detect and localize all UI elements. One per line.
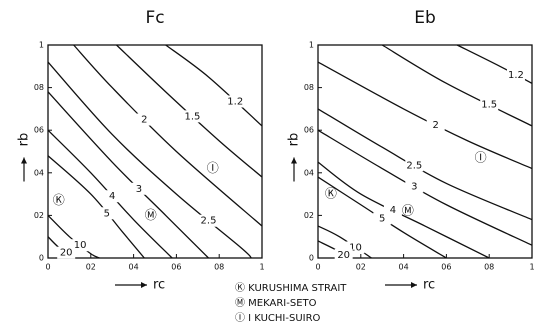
x-arrowhead bbox=[141, 282, 147, 288]
y-tick-label: 1 bbox=[39, 41, 44, 50]
contour-label-bg bbox=[373, 212, 392, 225]
contour-label: 3 bbox=[136, 184, 142, 195]
y-tick-label: 04 bbox=[304, 168, 314, 177]
contour-label-bg bbox=[135, 113, 154, 126]
plot-frame bbox=[317, 44, 533, 259]
contour-label-bg bbox=[97, 207, 116, 220]
contour-label: 2 bbox=[433, 120, 439, 131]
y-tick-label: 06 bbox=[304, 126, 314, 135]
x-tick-label: 06 bbox=[441, 263, 451, 272]
contour-label-bg bbox=[480, 98, 499, 111]
contour-label: 1.5 bbox=[184, 111, 200, 122]
contour-label: 3 bbox=[411, 182, 417, 193]
contour-line bbox=[73, 44, 263, 227]
x-tick-label: 0 bbox=[315, 263, 320, 272]
legend-entry: Ⓚ KURUSHIMA STRAIT bbox=[235, 282, 347, 294]
contour-label-bg bbox=[103, 190, 122, 203]
x-tick-label: 08 bbox=[484, 263, 494, 272]
x-tick-label: 1 bbox=[259, 263, 264, 272]
site-marker: Ⓚ bbox=[325, 187, 337, 201]
x-tick-label: 06 bbox=[171, 263, 181, 272]
x-tick-label: 02 bbox=[356, 263, 366, 272]
y-arrowhead bbox=[21, 157, 27, 164]
contour-label: 2.5 bbox=[406, 160, 422, 171]
legend-entry: Ⓜ MEKARI-SETO bbox=[235, 297, 317, 309]
y-arrowhead bbox=[291, 157, 297, 164]
contour-label-bg bbox=[71, 239, 90, 252]
legend-entry: Ⓘ I KUCHI-SUIRO bbox=[235, 312, 321, 324]
x-axis-label: rc bbox=[153, 278, 165, 293]
contour-line bbox=[317, 61, 533, 170]
y-tick-label: 02 bbox=[304, 211, 314, 220]
contour-label: 20 bbox=[337, 250, 350, 261]
contour-line bbox=[381, 44, 533, 127]
contour-label-bg bbox=[405, 180, 424, 193]
contour-label-bg bbox=[405, 159, 424, 172]
contour-line bbox=[456, 44, 533, 84]
contour-label: 1.2 bbox=[508, 70, 524, 81]
contour-line bbox=[317, 108, 533, 221]
x-tick-label: 08 bbox=[214, 263, 224, 272]
x-tick-label: 0 bbox=[45, 263, 50, 272]
contour-line bbox=[47, 61, 252, 259]
contour-label-bg bbox=[199, 214, 218, 227]
y-axis-label: rb bbox=[17, 133, 32, 147]
contour-label: 2 bbox=[141, 115, 147, 126]
contour-label: 20 bbox=[60, 248, 73, 259]
y-tick-label: 04 bbox=[34, 168, 44, 177]
site-marker: Ⓜ bbox=[145, 208, 157, 222]
contour-label: 10 bbox=[349, 242, 362, 253]
contour-label: 5 bbox=[104, 208, 110, 219]
y-tick-label: 1 bbox=[309, 41, 314, 50]
contour-label: 4 bbox=[390, 205, 396, 216]
contour-line bbox=[165, 44, 263, 127]
x-tick-label: 1 bbox=[529, 263, 534, 272]
contour-label-bg bbox=[226, 95, 245, 108]
site-marker: Ⓘ bbox=[475, 150, 487, 164]
contour-label-bg bbox=[334, 248, 353, 261]
site-marker: Ⓚ bbox=[53, 193, 65, 207]
chart-title: Fc bbox=[145, 8, 164, 28]
y-tick-label: 08 bbox=[304, 83, 314, 92]
contour-label: 10 bbox=[74, 240, 87, 251]
contour-label: 1.5 bbox=[481, 100, 497, 111]
y-tick-label: 0 bbox=[39, 254, 44, 263]
contour-label-bg bbox=[426, 118, 445, 131]
x-tick-label: 02 bbox=[86, 263, 96, 272]
contour-label: 2.5 bbox=[201, 216, 217, 227]
chart-title: Eb bbox=[414, 8, 436, 28]
contour-label-bg bbox=[506, 68, 525, 81]
x-axis-label: rc bbox=[423, 278, 435, 293]
y-tick-label: 02 bbox=[34, 211, 44, 220]
x-tick-label: 04 bbox=[129, 263, 139, 272]
y-tick-label: 06 bbox=[34, 126, 44, 135]
contour-label: 4 bbox=[109, 191, 115, 202]
site-marker: Ⓜ bbox=[402, 204, 414, 218]
contour-label: 1.2 bbox=[227, 96, 243, 107]
x-tick-label: 04 bbox=[399, 263, 409, 272]
y-tick-label: 08 bbox=[34, 83, 44, 92]
contour-label-bg bbox=[183, 110, 202, 123]
contour-label: 5 bbox=[379, 214, 385, 225]
y-tick-label: 0 bbox=[309, 254, 314, 263]
contour-label-bg bbox=[129, 182, 148, 195]
plot-frame bbox=[47, 44, 263, 259]
x-arrowhead bbox=[411, 282, 417, 288]
site-marker: Ⓘ bbox=[207, 161, 219, 175]
contour-label-bg bbox=[57, 246, 76, 259]
y-axis-label: rb bbox=[287, 133, 302, 147]
